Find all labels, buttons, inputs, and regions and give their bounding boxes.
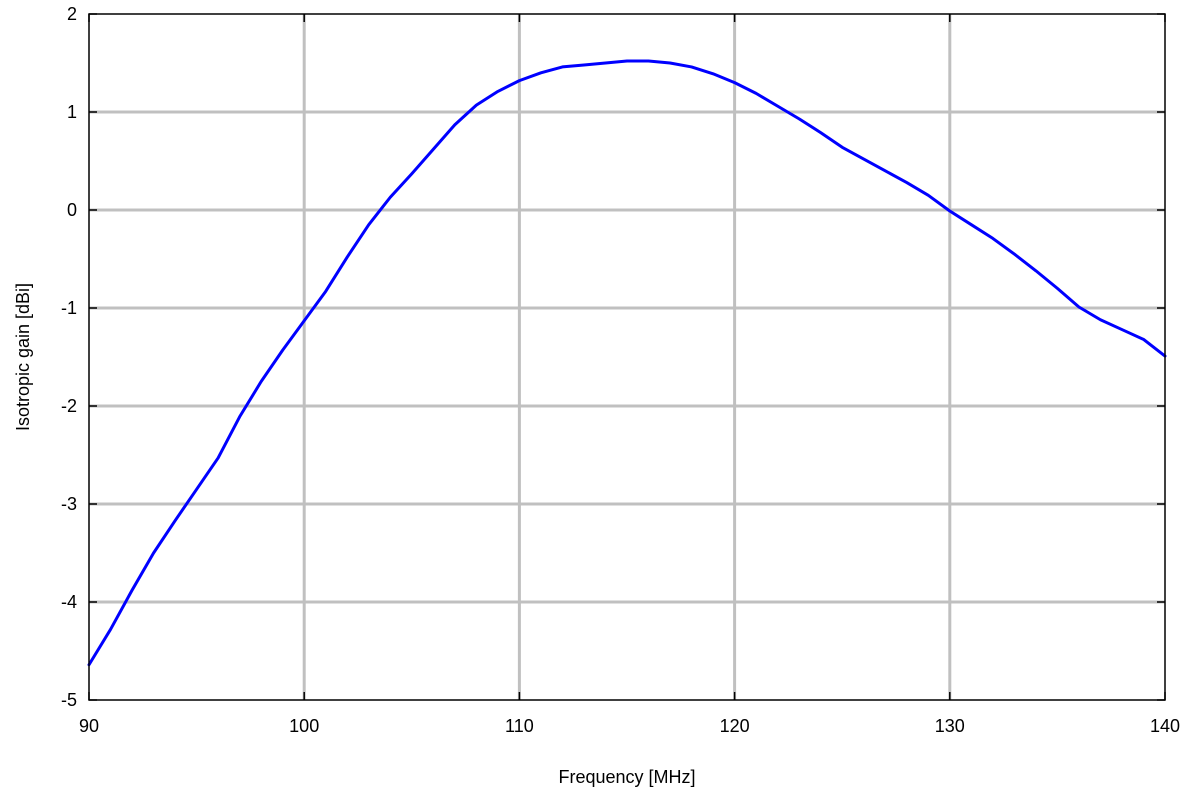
x-tick-label: 90 [79, 716, 99, 736]
y-axis-tick-labels: -5 -4 -3 -2 -1 0 1 2 [61, 4, 77, 710]
x-tick-label: 130 [935, 716, 965, 736]
y-tick-label: 1 [67, 102, 77, 122]
x-tick-label: 110 [505, 716, 534, 736]
x-axis-tick-labels: 90 100 110 120 130 140 [79, 716, 1180, 736]
y-axis-label: Isotropic gain [dBi] [13, 283, 33, 431]
plot-area-frame [88, 13, 1166, 701]
x-axis-label: Frequency [MHz] [558, 767, 695, 787]
x-tick-label: 100 [289, 716, 319, 736]
y-tick-label: 0 [67, 200, 77, 220]
y-tick-label: -4 [61, 592, 77, 612]
grid [89, 14, 1165, 700]
y-tick-label: 2 [67, 4, 77, 24]
y-tick-label: -2 [61, 396, 77, 416]
y-tick-label: -3 [61, 494, 77, 514]
y-tick-label: -1 [61, 298, 77, 318]
x-tick-label: 140 [1150, 716, 1180, 736]
x-tick-label: 120 [720, 716, 750, 736]
gain-series-line [87, 59, 1167, 667]
y-tick-label: -5 [61, 690, 77, 710]
tick-marks [88, 13, 1166, 701]
series-layer [87, 59, 1167, 667]
